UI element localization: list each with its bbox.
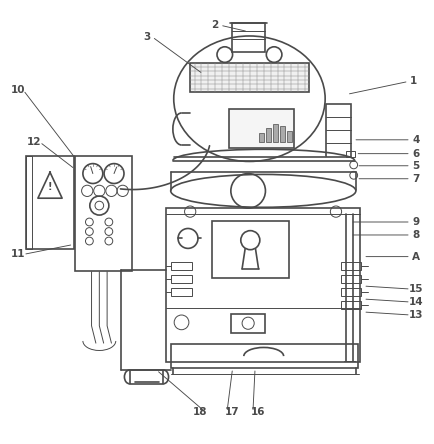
- Text: 13: 13: [409, 310, 423, 320]
- Bar: [190, 63, 309, 92]
- Bar: [326, 104, 351, 157]
- Text: 14: 14: [409, 297, 423, 307]
- Bar: [171, 344, 358, 368]
- Text: 3: 3: [143, 32, 151, 42]
- Bar: [341, 288, 361, 296]
- Text: 2: 2: [211, 20, 218, 30]
- Text: 5: 5: [412, 161, 420, 171]
- Text: 9: 9: [412, 217, 420, 227]
- Text: !: !: [48, 182, 52, 191]
- Bar: [346, 151, 355, 157]
- Bar: [171, 262, 192, 270]
- Bar: [280, 127, 285, 142]
- Bar: [171, 288, 192, 296]
- Bar: [75, 156, 132, 271]
- Bar: [231, 314, 265, 333]
- Circle shape: [235, 115, 243, 123]
- Text: 7: 7: [412, 174, 420, 184]
- Text: 15: 15: [409, 284, 423, 294]
- Bar: [171, 275, 192, 282]
- Text: 17: 17: [225, 407, 240, 417]
- Bar: [26, 156, 74, 249]
- Text: 1: 1: [410, 76, 418, 87]
- Text: 4: 4: [412, 135, 420, 145]
- Text: 16: 16: [251, 407, 265, 417]
- Circle shape: [235, 123, 243, 131]
- Text: A: A: [412, 252, 420, 262]
- Bar: [26, 156, 32, 249]
- Bar: [341, 262, 361, 270]
- Text: 12: 12: [27, 137, 42, 147]
- Text: 18: 18: [193, 407, 208, 417]
- Bar: [229, 109, 294, 147]
- Text: 8: 8: [412, 230, 420, 240]
- Bar: [166, 208, 360, 362]
- Bar: [341, 301, 361, 309]
- Bar: [260, 133, 264, 142]
- Text: 11: 11: [11, 250, 25, 259]
- Text: 10: 10: [11, 85, 25, 95]
- Bar: [232, 23, 265, 52]
- Bar: [273, 124, 278, 142]
- Bar: [266, 128, 271, 142]
- Bar: [287, 131, 292, 142]
- Text: 6: 6: [412, 149, 420, 159]
- Bar: [341, 275, 361, 282]
- Bar: [212, 221, 289, 278]
- Bar: [130, 370, 163, 384]
